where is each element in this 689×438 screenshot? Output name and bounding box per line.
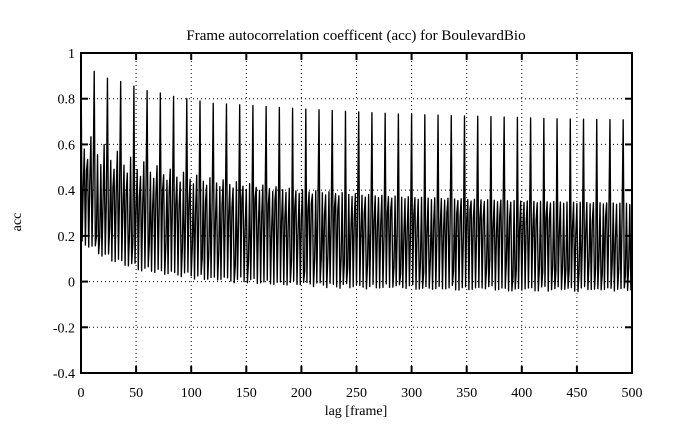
x-tick-label: 100 xyxy=(181,386,202,401)
y-tick-label: -0.2 xyxy=(53,321,75,336)
x-tick-labels: 0 50 100 150 200 250 300 350 400 450 500 xyxy=(78,386,643,401)
y-tick-label: 0.2 xyxy=(58,230,76,245)
x-tick-label: 0 xyxy=(78,386,85,401)
y-tick-label: 0.8 xyxy=(58,93,76,108)
x-tick-label: 250 xyxy=(346,386,367,401)
y-tick-label: -0.4 xyxy=(53,367,75,382)
y-tick-labels: 1 0.8 0.6 0.4 0.2 0 -0.2 -0.4 xyxy=(53,47,75,382)
x-tick-label: 300 xyxy=(401,386,422,401)
x-tick-label: 350 xyxy=(456,386,477,401)
x-tick-label: 50 xyxy=(129,386,143,401)
y-tick-label: 1 xyxy=(68,47,75,62)
acc-line xyxy=(80,52,633,293)
chart-title: Frame autocorrelation coefficent (acc) f… xyxy=(186,28,525,44)
y-tick-label: 0 xyxy=(68,276,75,291)
x-tick-label: 450 xyxy=(566,386,587,401)
plot-border-and-ticks xyxy=(80,52,633,374)
y-axis-label: acc xyxy=(10,213,25,232)
y-tick-label: 0.6 xyxy=(58,138,76,153)
x-axis-label: lag [frame] xyxy=(325,404,388,419)
acc-series xyxy=(80,52,633,293)
y-tick-label: 0.4 xyxy=(58,184,76,199)
x-tick-label: 400 xyxy=(511,386,532,401)
x-tick-label: 200 xyxy=(291,386,312,401)
x-tick-label: 150 xyxy=(236,386,257,401)
x-tick-label: 500 xyxy=(622,386,643,401)
